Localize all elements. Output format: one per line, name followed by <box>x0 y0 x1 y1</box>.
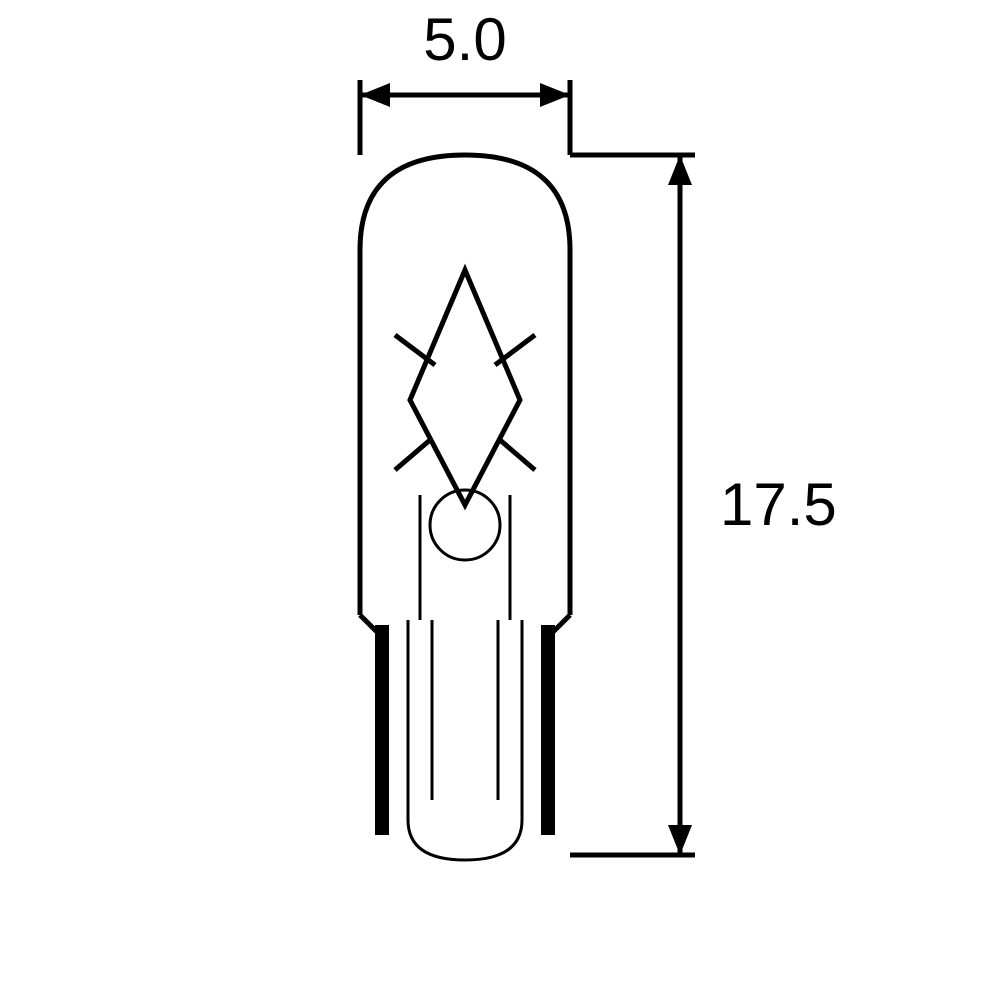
bulb-dimension-diagram: 5.0 17.5 <box>0 0 1000 1000</box>
wedge-base <box>382 620 548 860</box>
height-dimension-label: 17.5 <box>720 471 837 538</box>
height-dimension: 17.5 <box>570 155 837 855</box>
filament-assembly <box>395 270 535 620</box>
width-dimension: 5.0 <box>360 6 570 155</box>
bulb-glass-outline <box>360 155 570 635</box>
width-dimension-label: 5.0 <box>423 6 506 73</box>
